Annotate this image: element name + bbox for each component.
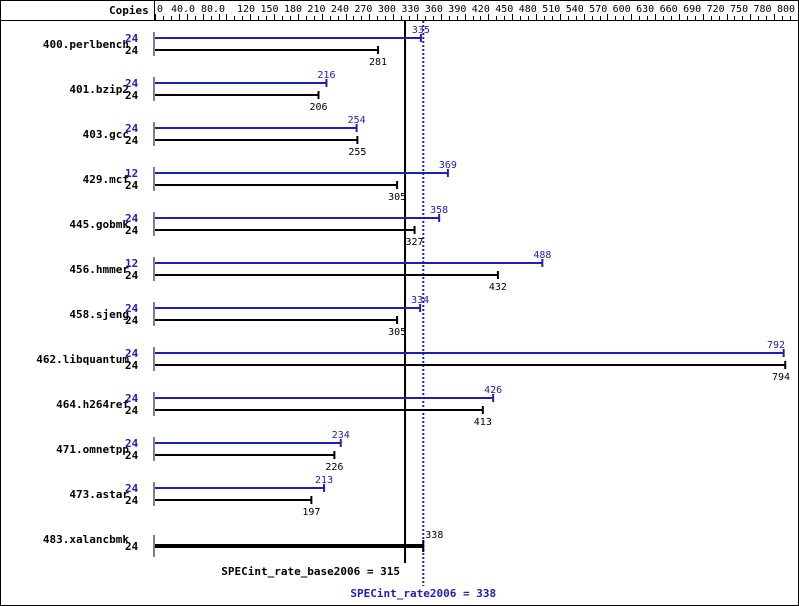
base-copies: 24 xyxy=(125,269,139,282)
base-summary-label: SPECint_rate_base2006 = 315 xyxy=(221,565,400,578)
benchmark-label: 429.mcf xyxy=(83,173,129,186)
base-copies: 24 xyxy=(125,449,139,462)
peak-copies: 24 xyxy=(125,392,139,405)
tick-label: 780 xyxy=(754,4,772,15)
benchmark-label: 464.h264ref xyxy=(56,398,129,411)
peak-copies: 24 xyxy=(125,122,139,135)
base-copies: 24 xyxy=(125,44,139,57)
base-value-label: 281 xyxy=(369,57,387,68)
tick-label: 240 xyxy=(331,4,349,15)
tick-label: 420 xyxy=(472,4,490,15)
base-copies: 24 xyxy=(125,494,139,507)
base-copies: 24 xyxy=(125,540,139,553)
peak-value-label: 254 xyxy=(348,115,366,126)
base-copies: 24 xyxy=(125,89,139,102)
tick-label: 630 xyxy=(636,4,654,15)
base-value-label: 432 xyxy=(489,282,507,293)
peak-copies: 12 xyxy=(125,257,138,270)
base-value-label: 305 xyxy=(388,327,406,338)
tick-label: 300 xyxy=(378,4,396,15)
peak-summary-label: SPECint_rate2006 = 338 xyxy=(350,587,496,600)
tick-label: 270 xyxy=(354,4,372,15)
tick-label: 720 xyxy=(707,4,725,15)
tick-label: 150 xyxy=(260,4,278,15)
base-copies: 24 xyxy=(125,179,139,192)
tick-label: 80.0 xyxy=(201,4,225,15)
peak-value-label: 216 xyxy=(317,70,335,81)
peak-copies: 24 xyxy=(125,302,139,315)
tick-label: 540 xyxy=(566,4,584,15)
peak-value-label: 234 xyxy=(332,430,350,441)
base-value-label: 255 xyxy=(348,147,366,158)
benchmark-label: 462.libquantum xyxy=(36,353,129,366)
peak-copies: 24 xyxy=(125,347,139,360)
peak-value-label: 369 xyxy=(439,160,457,171)
peak-value-label: 335 xyxy=(412,25,430,36)
peak-copies: 24 xyxy=(125,77,139,90)
peak-copies: 24 xyxy=(125,482,139,495)
benchmark-label: 400.perlbench xyxy=(43,38,129,51)
peak-value-label: 792 xyxy=(767,340,785,351)
peak-value-label: 213 xyxy=(315,475,333,486)
base-value-label: 197 xyxy=(302,507,320,518)
base-copies: 24 xyxy=(125,404,139,417)
benchmark-label: 458.sjeng xyxy=(69,308,129,321)
base-copies: 24 xyxy=(125,359,139,372)
benchmark-label: 403.gcc xyxy=(83,128,129,141)
tick-label: 0 xyxy=(157,4,163,15)
benchmark-label: 471.omnetpp xyxy=(56,443,129,456)
base-value-label: 226 xyxy=(325,462,343,473)
peak-value-label: 358 xyxy=(430,205,448,216)
peak-copies: 24 xyxy=(125,212,139,225)
benchmark-label: 401.bzip2 xyxy=(69,83,129,96)
tick-label: 360 xyxy=(425,4,443,15)
base-value-label: 413 xyxy=(474,417,492,428)
tick-label: 800 xyxy=(777,4,795,15)
tick-label: 40.0 xyxy=(171,4,195,15)
base-copies: 24 xyxy=(125,314,139,327)
peak-value-label: 334 xyxy=(411,295,429,306)
benchmark-label: 445.gobmk xyxy=(69,218,129,231)
benchmark-label: 483.xalancbmk xyxy=(43,533,129,546)
tick-label: 450 xyxy=(495,4,513,15)
benchmark-label: 473.astar xyxy=(69,488,129,501)
peak-value-label: 426 xyxy=(484,385,502,396)
tick-label: 600 xyxy=(613,4,631,15)
peak-copies: 24 xyxy=(125,32,139,45)
copies-header: Copies xyxy=(109,4,149,17)
tick-label: 750 xyxy=(730,4,748,15)
peak-value-label: 488 xyxy=(533,250,551,261)
tick-label: 480 xyxy=(519,4,537,15)
benchmark-label: 456.hmmer xyxy=(69,263,129,276)
base-value-label: 327 xyxy=(406,237,424,248)
base-copies: 24 xyxy=(125,134,139,147)
tick-label: 330 xyxy=(401,4,419,15)
base-value-label: 305 xyxy=(388,192,406,203)
tick-label: 690 xyxy=(683,4,701,15)
tick-label: 570 xyxy=(589,4,607,15)
tick-label: 660 xyxy=(660,4,678,15)
tick-label: 390 xyxy=(448,4,466,15)
tick-label: 120 xyxy=(237,4,255,15)
value-label: 338 xyxy=(425,530,443,541)
base-value-label: 206 xyxy=(309,102,327,113)
tick-label: 210 xyxy=(307,4,325,15)
base-value-label: 794 xyxy=(772,372,790,383)
peak-copies: 12 xyxy=(125,167,138,180)
tick-label: 180 xyxy=(284,4,302,15)
tick-label: 510 xyxy=(542,4,560,15)
peak-copies: 24 xyxy=(125,437,139,450)
base-copies: 24 xyxy=(125,224,139,237)
